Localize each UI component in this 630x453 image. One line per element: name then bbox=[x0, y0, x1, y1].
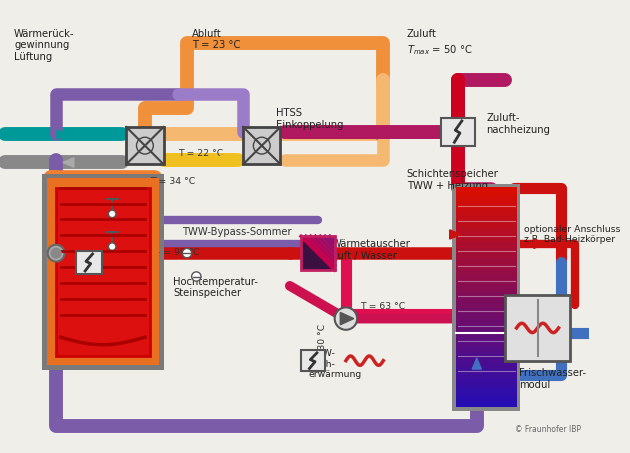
Polygon shape bbox=[472, 358, 481, 369]
Bar bbox=[455, 248, 517, 254]
Bar bbox=[301, 236, 335, 270]
Bar bbox=[455, 275, 517, 281]
Bar bbox=[455, 380, 517, 386]
Text: Wärmerück-
gewinnung
Lüftung: Wärmerück- gewinnung Lüftung bbox=[14, 29, 74, 62]
Bar bbox=[455, 198, 517, 204]
Bar bbox=[455, 280, 517, 287]
Polygon shape bbox=[220, 155, 232, 164]
Bar bbox=[455, 363, 517, 369]
Bar bbox=[455, 209, 517, 215]
Text: T = 22 °C: T = 22 °C bbox=[178, 149, 223, 158]
Bar bbox=[455, 226, 517, 231]
Text: Schichtenspeicher
TWW + Heizung: Schichtenspeicher TWW + Heizung bbox=[407, 169, 498, 191]
Bar bbox=[455, 336, 517, 342]
Bar bbox=[455, 374, 517, 380]
Bar bbox=[455, 220, 517, 226]
Bar bbox=[455, 341, 517, 347]
Text: © Fraunhofer IBP: © Fraunhofer IBP bbox=[515, 424, 581, 434]
Bar bbox=[505, 295, 570, 361]
Bar bbox=[126, 127, 164, 164]
Polygon shape bbox=[534, 239, 545, 248]
Text: $T_{max}$ = 51 °C: $T_{max}$ = 51 °C bbox=[467, 255, 480, 316]
Polygon shape bbox=[361, 155, 372, 164]
Bar bbox=[455, 215, 517, 221]
Bar bbox=[455, 264, 517, 270]
Circle shape bbox=[50, 247, 62, 259]
Bar bbox=[455, 313, 517, 319]
Polygon shape bbox=[379, 59, 388, 70]
Text: Zuluft-
nachheizung: Zuluft- nachheizung bbox=[486, 113, 550, 135]
Bar bbox=[301, 350, 325, 371]
Text: $T_{max}$ = 50 °C: $T_{max}$ = 50 °C bbox=[407, 43, 472, 57]
Bar bbox=[455, 242, 517, 248]
Text: HTSS
Einkoppelung: HTSS Einkoppelung bbox=[276, 108, 343, 130]
Bar bbox=[455, 357, 517, 363]
Bar bbox=[243, 127, 280, 164]
Text: $T_{max}$ = 90 °C: $T_{max}$ = 90 °C bbox=[140, 247, 201, 260]
Bar bbox=[56, 188, 149, 356]
Bar bbox=[455, 352, 517, 358]
Text: TWW-Bypass-Sommer: TWW-Bypass-Sommer bbox=[182, 226, 292, 236]
Text: Zuluft: Zuluft bbox=[407, 29, 437, 39]
Text: Abluft
T = 23 °C: Abluft T = 23 °C bbox=[192, 29, 240, 50]
Polygon shape bbox=[272, 249, 283, 258]
Bar bbox=[455, 308, 517, 314]
Circle shape bbox=[335, 308, 357, 330]
Bar bbox=[455, 187, 517, 193]
Polygon shape bbox=[450, 230, 461, 239]
Bar bbox=[455, 253, 517, 259]
Bar bbox=[455, 324, 517, 331]
Text: Hochtemperatur-
Steinspeicher: Hochtemperatur- Steinspeicher bbox=[173, 276, 258, 298]
Bar bbox=[455, 292, 517, 298]
Bar bbox=[455, 390, 517, 396]
Polygon shape bbox=[57, 130, 68, 139]
Bar bbox=[455, 236, 517, 243]
Bar bbox=[441, 118, 475, 145]
Bar bbox=[455, 231, 517, 237]
Text: Frischwasser-
modul: Frischwasser- modul bbox=[519, 368, 586, 390]
Polygon shape bbox=[454, 95, 462, 106]
Text: T = 63 °C: T = 63 °C bbox=[360, 302, 405, 311]
Text: optionaler Anschluss
z.B. Bad-Heizkörper: optionaler Anschluss z.B. Bad-Heizkörper bbox=[524, 225, 620, 245]
Bar bbox=[455, 368, 517, 375]
Bar bbox=[455, 401, 517, 407]
Bar bbox=[455, 286, 517, 292]
Circle shape bbox=[192, 272, 201, 281]
Bar bbox=[455, 303, 517, 308]
Text: T = 34 °C: T = 34 °C bbox=[149, 177, 195, 186]
Polygon shape bbox=[63, 158, 74, 167]
Bar bbox=[455, 319, 517, 325]
Circle shape bbox=[182, 248, 192, 258]
Bar bbox=[455, 259, 517, 265]
Circle shape bbox=[108, 210, 116, 217]
Text: TWW-
Nach-
erwärmung: TWW- Nach- erwärmung bbox=[309, 349, 362, 379]
Bar bbox=[455, 270, 517, 275]
Text: Wärmetauscher
Luft / Wasser: Wärmetauscher Luft / Wasser bbox=[332, 239, 411, 261]
Bar bbox=[455, 396, 517, 402]
Bar bbox=[455, 297, 517, 303]
Bar bbox=[42, 173, 164, 370]
Bar bbox=[455, 330, 517, 336]
Bar bbox=[76, 251, 102, 274]
Bar bbox=[455, 204, 517, 210]
Polygon shape bbox=[340, 313, 354, 325]
Circle shape bbox=[108, 243, 116, 251]
Bar bbox=[455, 385, 517, 391]
Bar bbox=[301, 236, 335, 270]
Circle shape bbox=[48, 245, 64, 261]
Bar bbox=[455, 347, 517, 352]
Polygon shape bbox=[367, 130, 378, 139]
Text: T = 30 °C: T = 30 °C bbox=[318, 324, 327, 369]
Bar bbox=[455, 193, 517, 199]
Bar bbox=[47, 178, 159, 365]
Polygon shape bbox=[178, 421, 190, 431]
Bar bbox=[452, 184, 520, 411]
